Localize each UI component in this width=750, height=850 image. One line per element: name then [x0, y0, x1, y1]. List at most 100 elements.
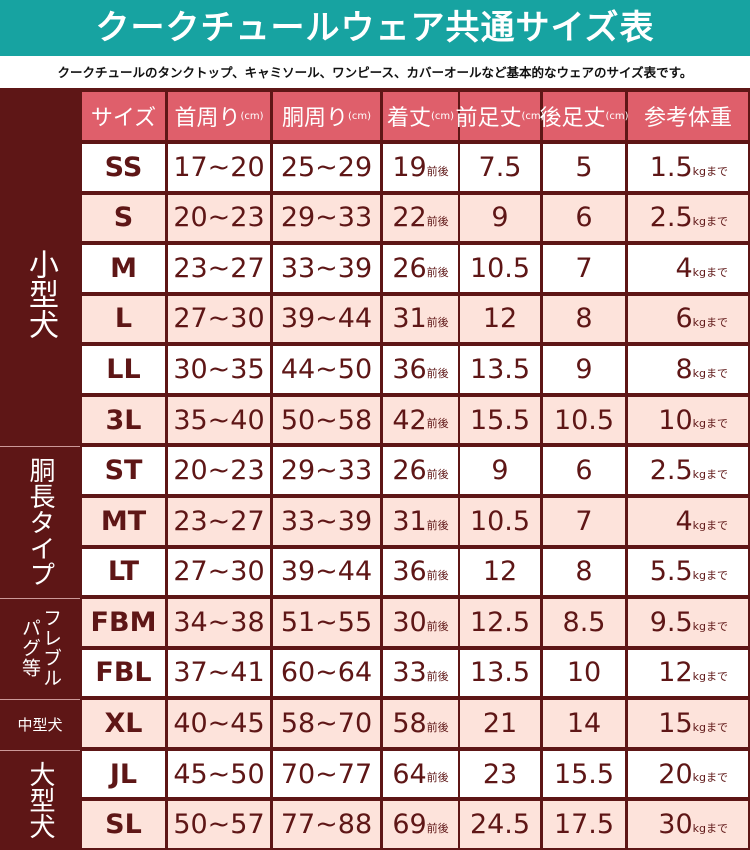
header-label: 前足丈 — [455, 106, 522, 131]
cell-text: 9 — [575, 354, 593, 386]
cell: 39~44 — [273, 548, 380, 596]
size-cell: SL — [82, 801, 165, 848]
cell: 36 前後 — [383, 346, 458, 393]
cell: 23~27 — [168, 498, 270, 545]
cell: 70~77 — [273, 750, 380, 798]
cell: 34~38 — [168, 599, 270, 646]
group-label: パグ等 フレブル — [0, 598, 80, 697]
cell: 17.5 — [543, 801, 625, 848]
suffix: kgまで — [692, 316, 728, 330]
cell: 40~45 — [168, 700, 270, 747]
size-cell: S — [82, 194, 165, 242]
cell: 13.5 — [460, 346, 540, 393]
size-cell: ST — [82, 447, 165, 494]
cell-text: 9 — [491, 202, 509, 234]
cell-text: 39~44 — [280, 556, 373, 588]
cell-text: 64 — [392, 758, 427, 790]
cell-text: 24.5 — [469, 809, 531, 841]
header-cell: 後足丈 (cm) — [539, 92, 629, 140]
cell: 10 kgまで — [628, 396, 748, 444]
cell-text: 23~27 — [173, 252, 265, 284]
cell-text: 2.5 — [649, 455, 693, 487]
cell: 21 — [460, 700, 540, 747]
header-label: 後足丈 — [539, 106, 606, 131]
cell: 33~39 — [273, 245, 380, 292]
cell-text: 30~35 — [173, 354, 265, 386]
cell-text: JL — [109, 758, 138, 790]
cell-text: SL — [105, 809, 142, 841]
cell: 6 — [543, 447, 625, 494]
cell-text: 22 — [392, 202, 427, 234]
group-label: 小型犬 — [0, 143, 80, 444]
cell-text: 15 — [658, 708, 693, 740]
cell: 4 kgまで — [628, 498, 748, 545]
cell-text: 1.5 — [649, 151, 693, 183]
cell-text: 60~64 — [280, 657, 373, 689]
cell-text: XL — [104, 708, 143, 740]
cell: 15.5 — [460, 396, 540, 444]
cell: 26 前後 — [383, 245, 458, 292]
cell-text: M — [110, 252, 137, 284]
cell-text: 69 — [392, 809, 427, 841]
cell: 45~50 — [168, 750, 270, 798]
header-cell: 前足丈 (cm) — [455, 92, 545, 140]
suffix: kgまで — [692, 164, 728, 178]
cell: 12 — [460, 295, 540, 343]
cell-text: 5.5 — [649, 556, 693, 588]
cell: 6 kgまで — [628, 295, 748, 343]
cell-text: 6 — [575, 455, 593, 487]
header-label: 首周り — [174, 106, 241, 131]
cell-text: LT — [107, 556, 140, 588]
cell-text: 3L — [105, 404, 142, 436]
cell-text: 13.5 — [469, 657, 531, 689]
cell-text: L — [114, 303, 133, 335]
size-cell: 3L — [82, 396, 165, 444]
cell-text: 70~77 — [280, 758, 373, 790]
suffix: kgまで — [692, 215, 728, 229]
size-cell: LT — [82, 548, 165, 596]
cell-text: 31 — [392, 303, 427, 335]
cell-text: 10.5 — [469, 505, 531, 537]
header-label: 胴周り — [281, 106, 348, 131]
group-text: フレブル — [40, 608, 62, 689]
header-label: 参考体重 — [643, 106, 732, 131]
cell-text: 15.5 — [469, 404, 531, 436]
cell-text: 20 — [658, 758, 693, 790]
cell-text: 13.5 — [469, 354, 531, 386]
cell-text: 35~40 — [173, 404, 265, 436]
cell-text: 19 — [392, 151, 427, 183]
cell: 13.5 — [460, 649, 540, 697]
cell: 22 前後 — [383, 194, 458, 242]
size-cell: FBM — [82, 599, 165, 646]
cell: 33 前後 — [383, 649, 458, 697]
cell: 10.5 — [543, 396, 625, 444]
suffix: 前後 — [426, 619, 449, 633]
cell-text: 10 — [566, 657, 602, 689]
cell-text: 77~88 — [280, 809, 373, 841]
header-label: サイズ — [90, 106, 157, 131]
subtitle: クークチュールのタンクトップ、キャミソール、ワンピース、カバーオールなど基本的な… — [57, 65, 693, 80]
cell-text: 39~44 — [280, 303, 373, 335]
cell: 35~40 — [168, 396, 270, 444]
cell: 60~64 — [273, 649, 380, 697]
cell: 42 前後 — [383, 396, 458, 444]
cell-text: 30 — [658, 809, 693, 841]
header-cell: 首周り (cm) — [168, 92, 270, 140]
cell: 69 前後 — [383, 801, 458, 848]
cell: 10 — [543, 649, 625, 697]
cell-text: 26 — [392, 455, 427, 487]
cell: 5.5 kgまで — [628, 548, 748, 596]
cell: 5 — [543, 144, 625, 191]
cell-text: 27~30 — [173, 303, 265, 335]
cell-text: 10.5 — [553, 404, 615, 436]
cell: 30~35 — [168, 346, 270, 393]
cell-text: 23~27 — [173, 505, 265, 537]
cell: 58 前後 — [383, 700, 458, 747]
cell: 2.5 kgまで — [628, 194, 748, 242]
suffix: 前後 — [426, 164, 449, 178]
cell: 77~88 — [273, 801, 380, 848]
cell: 8 kgまで — [628, 346, 748, 393]
cell: 50~57 — [168, 801, 270, 848]
cell-text: 30 — [392, 606, 427, 638]
cell-text: 27~30 — [173, 556, 265, 588]
